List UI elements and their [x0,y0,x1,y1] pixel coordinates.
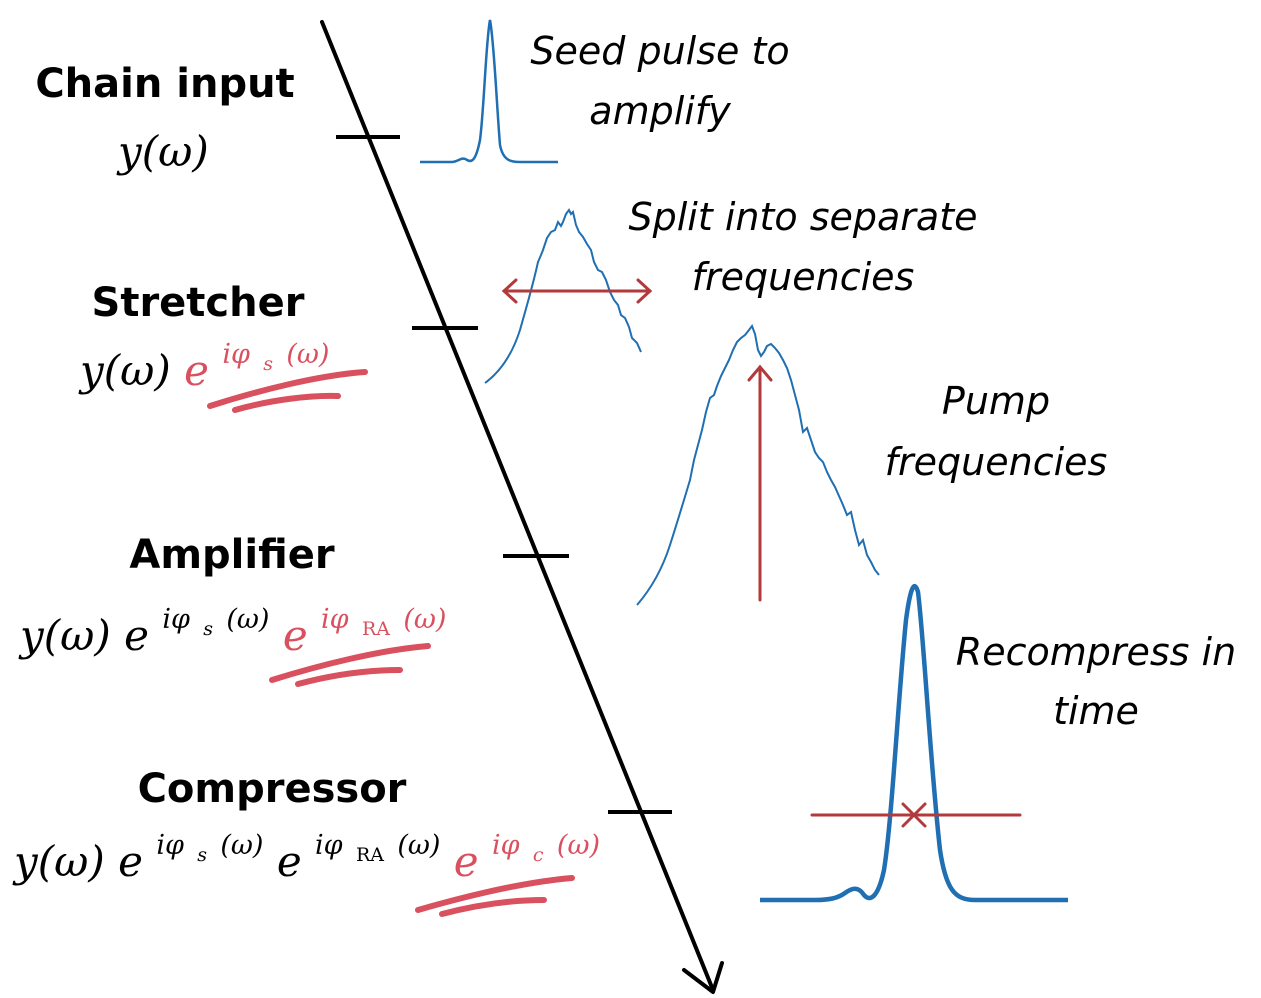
formula-sub: c [533,844,544,866]
formula-sup: iφ [222,339,250,370]
formula-sup: iφ [492,830,520,861]
width-marker [810,802,1022,828]
stage-formula: y(ω) [116,127,209,176]
formula-e: e [277,837,302,886]
pump-arrow [747,364,773,602]
note-split-line2: frequencies [692,255,915,299]
formula-e: e [184,346,209,395]
formula-base: y(ω) [12,837,105,886]
recompressed-pulse-curve [760,584,1068,903]
formula-base: y(ω) [18,611,111,660]
formula-arg: (ω) [286,339,329,370]
formula-e: e [283,611,308,660]
note-seed-line1: Seed pulse to [530,29,789,73]
note-seed-line2: amplify [589,89,731,133]
stretched-pulse-curve [484,208,642,384]
formula-arg: (ω) [403,604,446,635]
formula-base: y(ω) [78,346,171,395]
stage-title: Stretcher [92,280,305,326]
formula-e: e [124,611,149,660]
formula-sup: iφ [156,830,184,861]
formula-exp-term: e iφ s (ω) [124,589,283,660]
seed-pulse-curve [420,19,558,164]
highlight-underline [415,875,575,917]
stage-title: Amplifier [129,532,334,578]
formula-arg: (ω) [557,830,600,861]
formula-e: e [454,837,479,886]
formula-sup: iφ [162,604,190,635]
note-recompress-line1: Recompress in [956,630,1236,674]
formula-exp-term-amplifier: e iφ RA (ω) [283,589,447,660]
highlight-underline [269,643,431,687]
formula-sub: RA [356,844,384,866]
timeline-axis [320,20,724,994]
stage-formula: y(ω) e iφ s (ω) [78,324,329,395]
stage-amplifier: Amplifier y(ω) e iφ s (ω) e iφ RA (ω) [18,532,446,687]
highlight-underline [207,369,368,413]
formula-arg: (ω) [397,830,440,861]
stage-title: Chain input [35,61,294,107]
stage-compressor: Compressor y(ω) e iφ s (ω) e iφ RA (ω) e… [12,766,600,917]
timeline-arrow-shaft [320,20,715,992]
stage-chain-input: Chain input y(ω) [35,61,294,176]
stage-stretcher: Stretcher y(ω) e iφ s (ω) [78,280,368,413]
stage-formula: y(ω) e iφ s (ω) e iφ RA (ω) [18,589,446,660]
stage-title: Compressor [138,766,407,812]
note-split-line1: Split into separate [629,195,978,239]
formula-arg: (ω) [226,604,269,635]
note-pump-line2: frequencies [885,440,1108,484]
formula-base: y(ω) [116,127,209,176]
formula-sub: s [197,844,207,866]
formula-exp-term-stretcher: e iφ s (ω) [184,324,329,395]
formula-exp-term-compressor: e iφ c (ω) [454,815,600,886]
stage-formula: y(ω) e iφ s (ω) e iφ RA (ω) e iφ c (ω) [12,815,600,886]
amplified-pulse-curve [636,323,880,606]
formula-e: e [118,837,143,886]
formula-exp-term: e iφ RA (ω) [277,815,454,886]
note-recompress-line2: time [1053,689,1139,733]
formula-sup: iφ [315,830,343,861]
formula-sup: iφ [321,604,349,635]
formula-exp-term: e iφ s (ω) [118,815,277,886]
timeline-arrow-head [682,961,724,994]
formula-sub: s [203,618,213,640]
formula-sub: RA [362,618,390,640]
formula-sub: s [263,353,273,375]
formula-arg: (ω) [220,830,263,861]
note-pump-line1: Pump [942,379,1050,423]
split-arrow [501,278,653,304]
